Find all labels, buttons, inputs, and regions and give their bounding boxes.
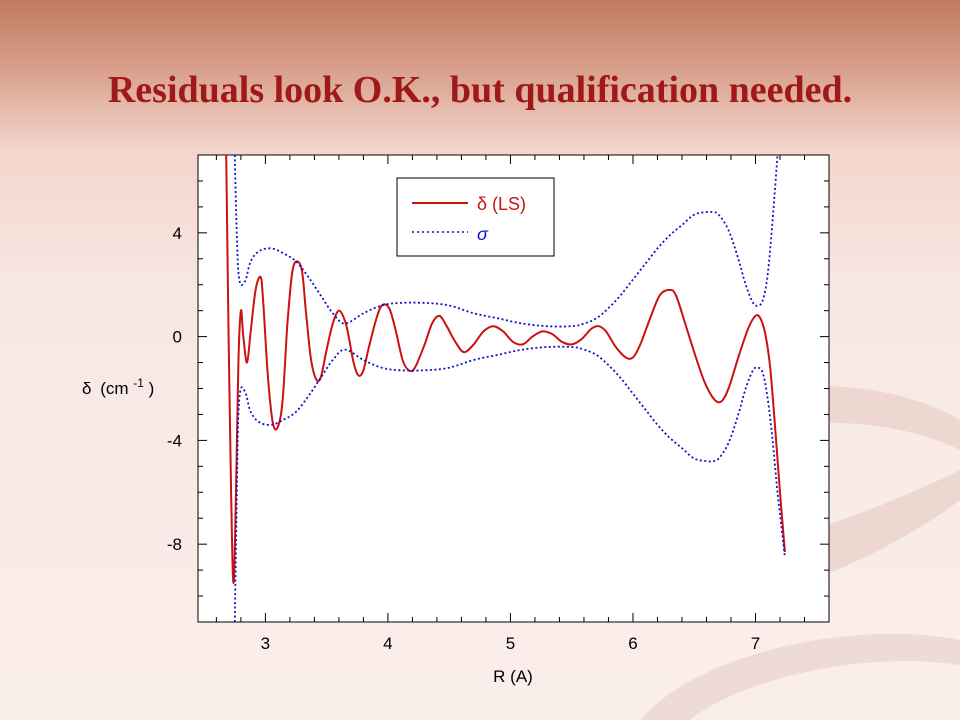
series-layer — [225, 155, 786, 622]
x-tick-label: 3 — [261, 634, 270, 653]
tick-labels: 3 4 5 6 7 -8 -4 0 4 — [167, 224, 760, 653]
x-tick-label: 5 — [506, 634, 515, 653]
x-tick-label: 6 — [628, 634, 637, 653]
y-axis-label-sup: -1 — [133, 376, 144, 390]
x-tick-label: 7 — [751, 634, 760, 653]
legend-delta-label: δ (LS) — [477, 194, 526, 214]
series-sigma-lower-line — [233, 345, 786, 622]
y-axis-label: δ (cm -1 ) — [82, 372, 154, 398]
y-axis-label-close: ) — [149, 379, 155, 398]
y-tick-label: -8 — [167, 535, 182, 554]
legend-box — [396, 177, 555, 257]
legend: δ (LS) σ — [396, 177, 555, 257]
x-tick-label: 4 — [383, 634, 392, 653]
y-tick-label: 0 — [173, 328, 182, 347]
legend-sigma-label: σ — [477, 224, 489, 244]
y-axis-label-unit: (cm — [100, 379, 128, 398]
y-tick-label: 4 — [173, 224, 182, 243]
x-axis-label: R (A) — [493, 667, 533, 686]
slide-title: Residuals look O.K., but qualification n… — [107, 69, 853, 111]
series-delta-line — [225, 155, 786, 585]
y-tick-label: -4 — [167, 431, 182, 450]
series-sigma-upper-line — [233, 155, 779, 328]
y-axis-label-symbol: δ — [82, 379, 91, 398]
axis-ticks — [198, 155, 829, 622]
